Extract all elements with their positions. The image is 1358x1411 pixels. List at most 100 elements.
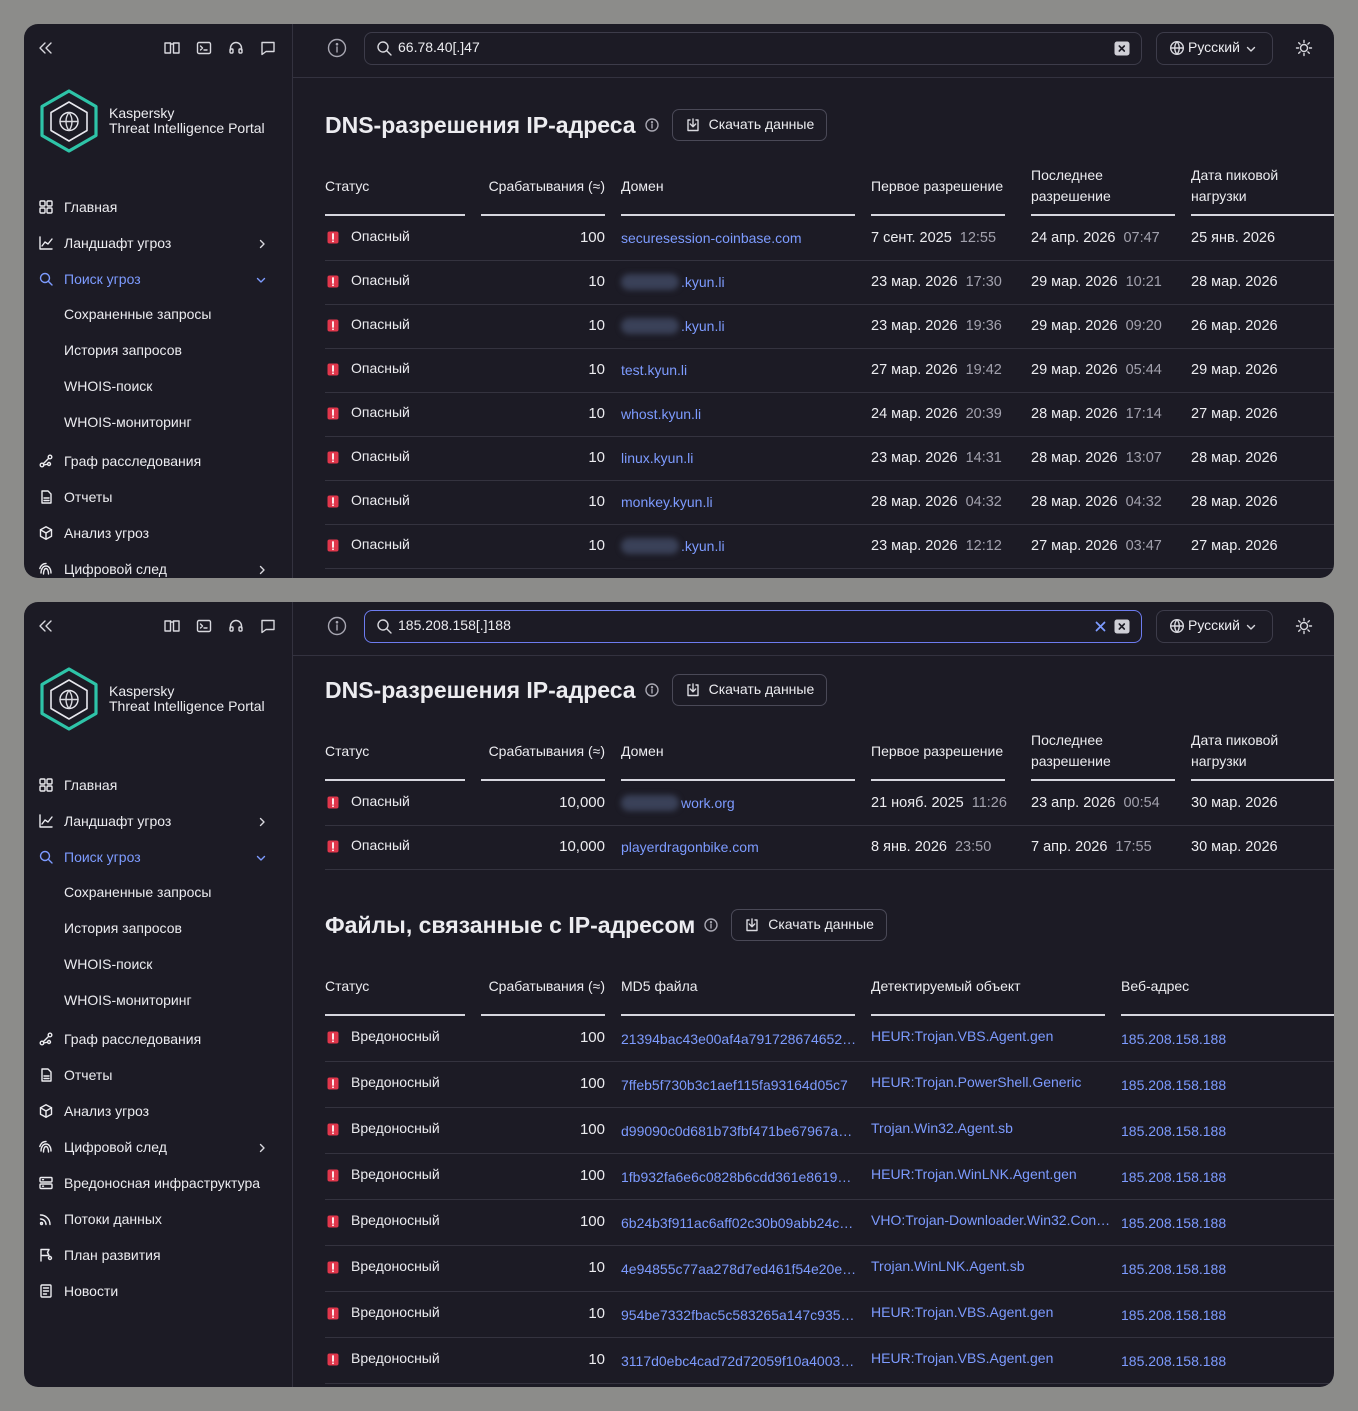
search-box[interactable]	[364, 610, 1142, 643]
nav-item[interactable]: Поиск угроз	[64, 849, 141, 865]
column-header[interactable]: Дата пиковой нагрузки	[1191, 164, 1291, 208]
detection-link[interactable]: HEUR:Trojan.WinLNK.Agent.gen	[871, 1166, 1077, 1182]
clear-search[interactable]	[1114, 619, 1130, 634]
domain-link[interactable]: .kyun.li	[621, 272, 725, 292]
nav-item[interactable]: Граф расследования	[64, 1031, 202, 1047]
column-header[interactable]: Домен	[621, 164, 851, 208]
url-link[interactable]: 185.208.158.188	[1121, 1123, 1227, 1139]
nav-chevron[interactable]	[256, 815, 268, 827]
nav-chevron[interactable]	[256, 1141, 268, 1153]
column-header[interactable]: Детектируемый объект	[871, 964, 1101, 1008]
nav-subitem[interactable]: WHOIS-поиск	[64, 378, 153, 394]
md5-link[interactable]: 3117d0ebc4cad72d72059f10a4003…	[621, 1353, 855, 1369]
domain-link[interactable]: monkey.kyun.li	[621, 492, 713, 512]
column-header[interactable]: Веб-адрес	[1121, 964, 1321, 1008]
language-label[interactable]: Русский	[1188, 617, 1240, 633]
nav-item[interactable]: Вредоносная инфраструктура	[64, 1175, 261, 1191]
nav-item[interactable]: Цифровой след	[64, 561, 167, 577]
toolbar-icon[interactable]	[228, 618, 244, 634]
domain-link[interactable]: securesession-coinbase.com	[621, 228, 802, 248]
domain-link[interactable]: test.kyun.li	[621, 360, 687, 380]
column-header[interactable]: MD5 файла	[621, 964, 851, 1008]
nav-subitem[interactable]: WHOIS-мониторинг	[64, 992, 192, 1008]
nav-item[interactable]: Отчеты	[64, 489, 113, 505]
detection-link[interactable]: HEUR:Trojan.VBS.Agent.gen	[871, 1028, 1054, 1044]
toolbar-icon[interactable]	[196, 618, 212, 634]
nav-subitem[interactable]: История запросов	[64, 920, 182, 936]
nav-item[interactable]: Главная	[64, 777, 118, 793]
search-input[interactable]: 185.208.158[.]188	[398, 617, 511, 633]
url-link[interactable]: 185.208.158.188	[1121, 1261, 1227, 1277]
download-button[interactable]: Скачать данные	[671, 674, 828, 706]
clear-search[interactable]	[1114, 41, 1130, 56]
nav-item[interactable]: Главная	[64, 199, 118, 215]
toolbar-icon[interactable]	[228, 40, 244, 56]
nav-subitem[interactable]: История запросов	[64, 342, 182, 358]
column-header[interactable]: Статус	[325, 164, 465, 208]
theme-toggle[interactable]	[1295, 617, 1313, 635]
toolbar-icon[interactable]	[260, 618, 276, 634]
md5-link[interactable]: 954be7332fbac5c583265a147c935…	[621, 1307, 855, 1323]
language-button[interactable]	[1156, 610, 1273, 643]
md5-link[interactable]: 1fb932fa6e6c0828b6cdd361e8619…	[621, 1169, 852, 1185]
clear-input[interactable]	[1094, 620, 1107, 633]
url-link[interactable]: 185.208.158.188	[1121, 1031, 1227, 1047]
language-button[interactable]	[1156, 32, 1273, 65]
nav-item[interactable]: Граф расследования	[64, 453, 202, 469]
nav-item[interactable]: Поиск угроз	[64, 271, 141, 287]
detection-link[interactable]: HEUR:Trojan.VBS.Agent.gen	[871, 1350, 1054, 1366]
md5-link[interactable]: d99090c0d681b73fbf471be67967a…	[621, 1123, 853, 1139]
url-link[interactable]: 185.208.158.188	[1121, 1077, 1227, 1093]
nav-subitem[interactable]: Сохраненные запросы	[64, 884, 212, 900]
search-input[interactable]: 66.78.40[.]47	[398, 39, 480, 55]
nav-chevron[interactable]	[255, 851, 267, 863]
md5-link[interactable]: 4e94855c77aa278d7ed461f54e20e…	[621, 1261, 857, 1277]
toolbar-icon[interactable]	[260, 40, 276, 56]
column-header[interactable]: Первое разрешение	[871, 729, 1011, 773]
nav-item[interactable]: Цифровой след	[64, 1139, 167, 1155]
domain-link[interactable]: linux.kyun.li	[621, 448, 693, 468]
md5-link[interactable]: 21394bac43e00af4a791728674652…	[621, 1031, 857, 1047]
info-button[interactable]	[327, 38, 347, 58]
nav-subitem[interactable]: WHOIS-поиск	[64, 956, 153, 972]
nav-chevron[interactable]	[256, 563, 268, 575]
download-button[interactable]: Скачать данные	[731, 909, 887, 941]
nav-subitem[interactable]: WHOIS-мониторинг	[64, 414, 192, 430]
url-link[interactable]: 185.208.158.188	[1121, 1215, 1227, 1231]
md5-link[interactable]: 6b24b3f911ac6aff02c30b09abb24c…	[621, 1215, 854, 1231]
detection-link[interactable]: VHO:Trojan-Downloader.Win32.Con…	[871, 1212, 1111, 1228]
column-header[interactable]: Первое разрешение	[871, 164, 1011, 208]
collapse-sidebar[interactable]	[37, 41, 53, 55]
column-header[interactable]: Срабатывания (≈)	[481, 729, 605, 773]
domain-link[interactable]: work.org	[621, 793, 735, 813]
column-header[interactable]: Последнее разрешение	[1031, 164, 1131, 208]
domain-link[interactable]: .kyun.li	[621, 316, 725, 336]
info-button[interactable]	[327, 616, 347, 636]
nav-item[interactable]: Потоки данных	[64, 1211, 162, 1227]
column-header[interactable]: Домен	[621, 729, 851, 773]
nav-chevron[interactable]	[255, 273, 267, 285]
column-header[interactable]: Срабатывания (≈)	[481, 164, 605, 208]
nav-item[interactable]: Новости	[64, 1283, 119, 1299]
column-header[interactable]: Статус	[325, 964, 465, 1008]
search-box[interactable]	[364, 32, 1142, 65]
nav-item[interactable]: Ландшафт угроз	[64, 813, 172, 829]
url-link[interactable]: 185.208.158.188	[1121, 1169, 1227, 1185]
toolbar-icon[interactable]	[164, 618, 180, 634]
detection-link[interactable]: Trojan.WinLNK.Agent.sb	[871, 1258, 1025, 1274]
nav-item[interactable]: План развития	[64, 1247, 161, 1263]
detection-link[interactable]: HEUR:Trojan.VBS.Agent.gen	[871, 1304, 1054, 1320]
language-label[interactable]: Русский	[1188, 39, 1240, 55]
nav-item[interactable]: Анализ угроз	[64, 1103, 150, 1119]
detection-link[interactable]: Trojan.Win32.Agent.sb	[871, 1120, 1013, 1136]
theme-toggle[interactable]	[1295, 39, 1313, 57]
domain-link[interactable]: playerdragonbike.com	[621, 837, 759, 857]
collapse-sidebar[interactable]	[37, 619, 53, 633]
md5-link[interactable]: 7ffeb5f730b3c1aef115fa93164d05c7	[621, 1077, 848, 1093]
toolbar-icon[interactable]	[164, 40, 180, 56]
url-link[interactable]: 185.208.158.188	[1121, 1353, 1227, 1369]
toolbar-icon[interactable]	[196, 40, 212, 56]
column-header[interactable]: Статус	[325, 729, 465, 773]
domain-link[interactable]: .kyun.li	[621, 536, 725, 556]
nav-item[interactable]: Отчеты	[64, 1067, 113, 1083]
